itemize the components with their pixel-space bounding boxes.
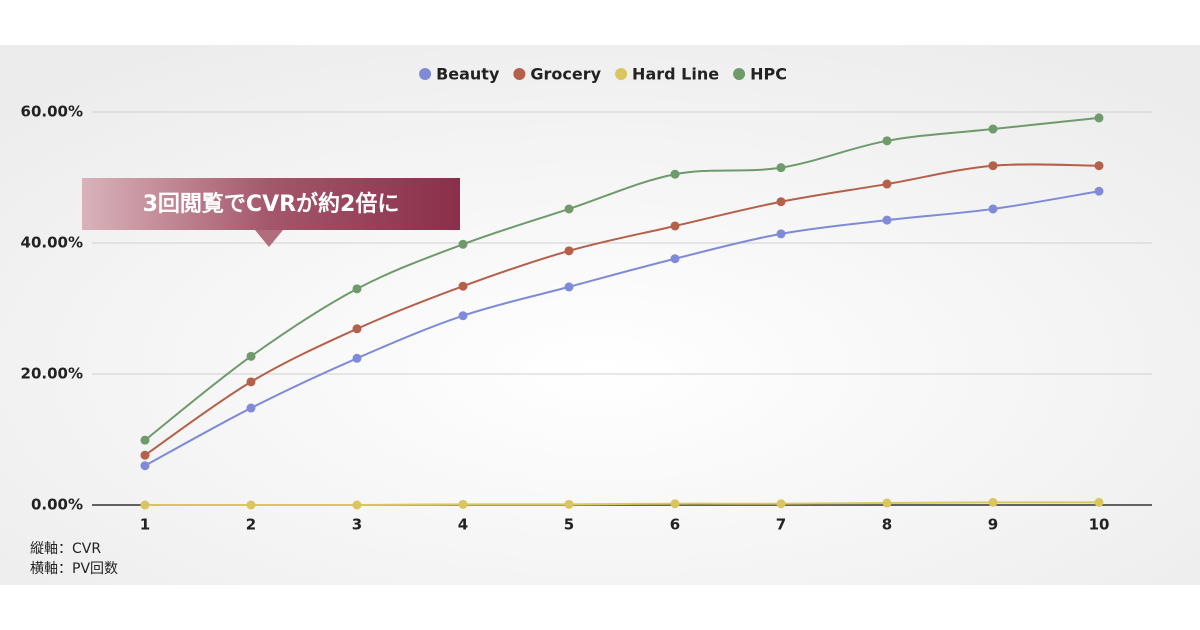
legend-marker: [513, 68, 526, 80]
data-point: [670, 499, 680, 509]
legend-item: Hard Line: [615, 65, 719, 84]
annotation-box: [82, 178, 460, 230]
x-tick-label: 6: [670, 516, 680, 534]
axis-note: 横軸：PV回数: [30, 561, 118, 577]
data-point: [564, 246, 574, 256]
data-point: [882, 498, 892, 508]
data-point: [1094, 186, 1104, 196]
data-point: [988, 204, 998, 214]
legend-label: Beauty: [436, 65, 500, 84]
x-tick-label: 10: [1089, 516, 1110, 534]
data-point: [776, 197, 786, 207]
series-line: [144, 116, 1100, 441]
data-point: [458, 239, 468, 249]
annotation: 3回閲覧でCVRが約2倍に: [143, 191, 400, 217]
data-point: [246, 403, 256, 413]
data-point: [776, 229, 786, 239]
data-point: [140, 435, 150, 445]
data-point: [458, 311, 468, 321]
legend-item: Beauty: [419, 65, 500, 84]
data-point: [458, 499, 468, 509]
data-point: [564, 204, 574, 214]
x-tick-label: 9: [988, 516, 998, 534]
data-point: [988, 124, 998, 134]
x-tick-label: 8: [882, 516, 892, 534]
background: [0, 45, 1200, 585]
data-point: [882, 136, 892, 146]
data-point: [564, 499, 574, 509]
data-point: [776, 499, 786, 509]
y-tick-label: 60.00%: [21, 103, 83, 121]
data-point: [352, 353, 362, 363]
data-point: [1094, 497, 1104, 507]
y-tick-label: 20.00%: [21, 365, 83, 383]
x-tick-label: 2: [246, 516, 256, 534]
x-tick-label: 1: [140, 516, 150, 534]
x-tick-label: 3: [352, 516, 362, 534]
data-point: [352, 500, 362, 510]
series-line: [144, 163, 1100, 457]
data-point: [882, 179, 892, 189]
x-tick-label: 7: [776, 516, 786, 534]
series-line: [145, 501, 1100, 507]
data-point: [352, 284, 362, 294]
legend-marker: [615, 68, 628, 80]
legend-item: HPC: [733, 65, 787, 84]
data-point: [1094, 113, 1104, 123]
legend-marker: [733, 68, 746, 80]
data-point: [776, 163, 786, 173]
x-tick-label: 4: [458, 516, 468, 534]
data-point: [988, 161, 998, 171]
data-point: [246, 500, 256, 510]
annotation-pointer: [255, 230, 283, 247]
data-point: [882, 215, 892, 225]
data-point: [670, 221, 680, 231]
legend-label: HPC: [750, 65, 787, 84]
data-point: [140, 450, 150, 460]
data-point: [670, 169, 680, 179]
data-point: [246, 377, 256, 387]
data-point: [458, 281, 468, 291]
data-point: [988, 497, 998, 507]
legend-label: Hard Line: [632, 65, 719, 84]
data-point: [246, 351, 256, 361]
y-tick-label: 40.00%: [21, 234, 83, 252]
data-point: [670, 254, 680, 264]
x-tick-label: 5: [564, 516, 574, 534]
data-point: [564, 282, 574, 292]
legend-marker: [419, 68, 432, 80]
data-point: [1094, 161, 1104, 171]
legend-item: Grocery: [513, 65, 602, 84]
data-point: [140, 500, 150, 510]
y-tick-label: 0.00%: [31, 496, 83, 514]
series-line: [144, 190, 1100, 467]
data-point: [140, 461, 150, 471]
data-point: [352, 324, 362, 334]
legend-label: Grocery: [530, 65, 601, 84]
axis-note: 縦軸：CVR: [30, 541, 101, 557]
